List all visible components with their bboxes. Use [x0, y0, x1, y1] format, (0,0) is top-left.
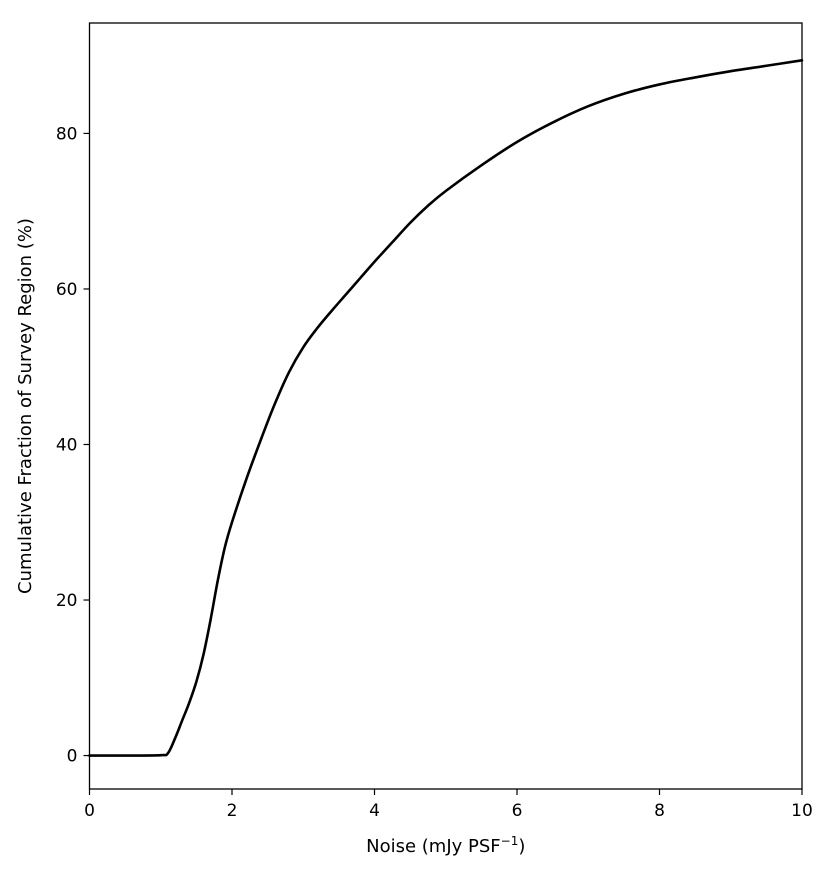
plot-frame: [88, 22, 803, 790]
x-axis-title: Noise (mJy PSF−1): [366, 834, 525, 857]
series-line: [88, 59, 804, 757]
x-tick-label: 2: [227, 801, 238, 821]
y-tick-label: 60: [56, 280, 78, 300]
y-tick-label: 40: [56, 435, 78, 455]
x-tick-label: 8: [654, 801, 665, 821]
x-tick-label: 0: [84, 801, 95, 821]
y-tick-label: 0: [67, 747, 78, 767]
x-axis-title-superscript: −1: [501, 834, 519, 848]
y-axis-title: Cumulative Fraction of Survey Region (%): [15, 218, 36, 594]
x-axis: 0 2 4 6 8 10: [84, 789, 813, 821]
y-axis: 0 20 40 60 80: [56, 124, 90, 767]
x-tick-label: 10: [791, 801, 813, 821]
x-tick-label: 4: [369, 801, 380, 821]
y-tick-label: 80: [56, 124, 78, 144]
plot-area: [88, 59, 804, 757]
y-tick-label: 20: [56, 591, 78, 611]
x-tick-label: 6: [512, 801, 523, 821]
